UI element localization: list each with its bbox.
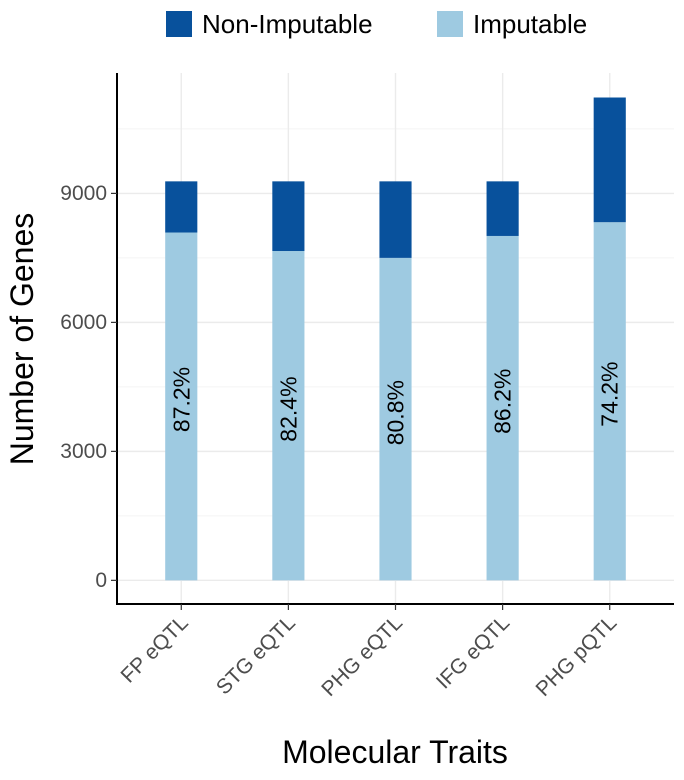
bar-imputable-5 (593, 222, 626, 581)
x-tick-labels: FP eQTL STG eQTL PHG eQTL IFG eQTL PHG pQTL (117, 604, 622, 701)
x-tick-label: FP eQTL (117, 611, 193, 687)
x-tick-label: PHG eQTL (317, 611, 407, 701)
y-axis-title: Number of Genes (4, 213, 40, 466)
bar-label-5: 74.2% (597, 362, 623, 427)
x-tick-label: PHG pQTL (532, 611, 622, 701)
legend-label-non-imputable: Non-Imputable (202, 8, 373, 39)
bar-non-imputable-1 (165, 181, 198, 233)
bar-label-4: 86.2% (490, 369, 516, 434)
legend-item-non-imputable: Non-Imputable (166, 6, 373, 42)
bar-non-imputable-4 (486, 181, 519, 236)
bar-non-imputable-2 (272, 181, 305, 252)
bar-labels: 87.2% 82.4% 80.8% 86.2% 74.2% (168, 362, 622, 446)
legend-swatch-non-imputable (166, 11, 192, 37)
bar-label-2: 82.4% (275, 376, 301, 441)
bar-imputable-1 (165, 232, 198, 581)
legend-item-imputable: Imputable (437, 6, 587, 42)
y-tick-label: 9000 (60, 182, 107, 205)
x-tick-label: IFG eQTL (432, 611, 514, 693)
x-tick-label: STG eQTL (212, 611, 300, 699)
legend-swatch-imputable (437, 11, 463, 37)
bar-non-imputable-3 (379, 181, 412, 258)
legend: Non-Imputable Imputable (0, 6, 684, 42)
y-tick-label: 6000 (60, 311, 107, 334)
bar-imputable-2 (272, 251, 305, 581)
x-axis-title: Molecular Traits (282, 734, 508, 770)
y-tick-label: 3000 (60, 440, 107, 463)
y-tick-label: 0 (95, 569, 107, 592)
bar-imputable-3 (379, 257, 412, 581)
bar-label-1: 87.2% (168, 367, 194, 432)
y-tick-labels: 0 3000 6000 9000 (60, 182, 117, 592)
bar-imputable-4 (486, 235, 519, 581)
bars (165, 97, 626, 581)
legend-label-imputable: Imputable (473, 8, 588, 39)
bar-label-3: 80.8% (383, 380, 409, 445)
bar-non-imputable-5 (593, 97, 626, 223)
